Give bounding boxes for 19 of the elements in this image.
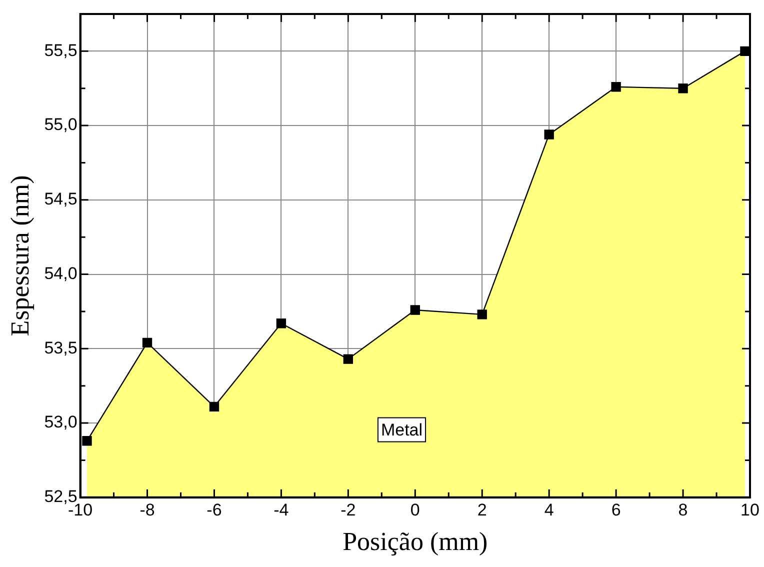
x-tick-label: -2	[340, 500, 356, 520]
y-tick-label: 54,5	[44, 190, 78, 209]
x-tick-label: -6	[206, 500, 222, 520]
y-tick-label: 53,0	[44, 412, 78, 432]
x-tick-label: 0	[410, 500, 420, 520]
y-tick-label: 53,5	[44, 338, 78, 358]
x-axis-title: Posição (mm)	[342, 527, 488, 556]
y-axis-title: Espessura (nm)	[5, 175, 34, 336]
annotation: Metal	[380, 420, 423, 440]
y-tick-label: 54,0	[44, 264, 78, 283]
x-tick-label: 2	[477, 500, 487, 520]
x-tick-label: 4	[544, 500, 554, 520]
y-tick-label: 55,5	[44, 40, 78, 60]
x-tick-label: -8	[140, 500, 155, 520]
x-tick-label: 10	[740, 500, 760, 520]
y-tick-label: 55,0	[44, 115, 78, 134]
x-tick-label: 6	[611, 500, 621, 520]
x-tick-label: 8	[678, 500, 688, 520]
x-tick-label: -4	[274, 500, 289, 520]
